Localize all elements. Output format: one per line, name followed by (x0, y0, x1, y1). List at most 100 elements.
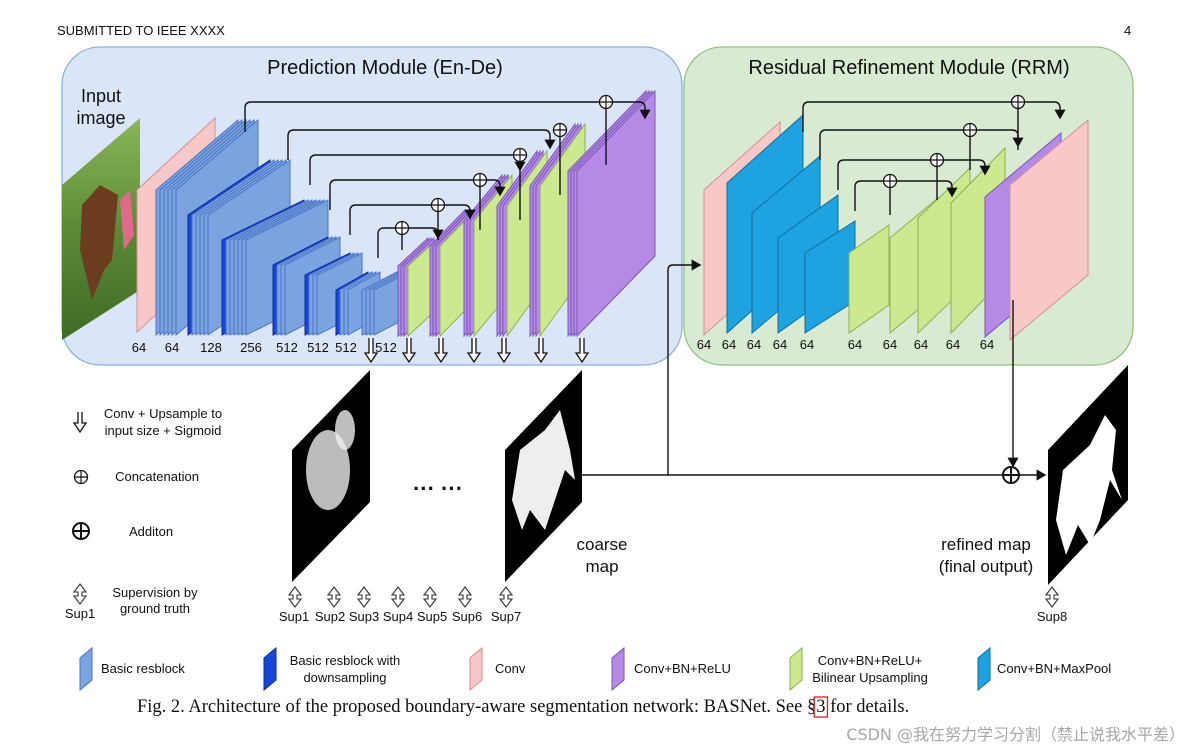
rrm-skip-connection (802, 101, 1066, 132)
caption-ref-link[interactable]: 3 (816, 697, 825, 717)
legend-upsample-line1: Conv + Upsample to (104, 406, 222, 421)
channel-label: 512 (276, 340, 298, 355)
concat-icon-cross (513, 148, 527, 162)
channel-label: 64 (773, 337, 787, 352)
legend-swatch-icon (469, 646, 483, 692)
channel-label: 128 (200, 340, 222, 355)
supervision-arrow (498, 586, 514, 608)
skip-connection (244, 101, 651, 132)
header-title: SUBMITTED TO IEEE XXXX (57, 23, 225, 38)
rrm-pool-layer (804, 220, 856, 334)
sup-label: Sup6 (452, 609, 482, 624)
caption-text: Fig. 2. Architecture of the proposed bou… (137, 697, 816, 717)
side-output-arrow (533, 338, 549, 364)
side-output-arrow (466, 338, 482, 364)
legend-sup-line1: Supervision by (112, 585, 198, 600)
channel-label: 64 (800, 337, 814, 352)
coarse-to-rrm-line (667, 259, 702, 475)
skip-connection (349, 204, 476, 235)
channel-label: 64 (883, 337, 897, 352)
legend-label: Conv+BN+ReLU+ (818, 653, 922, 668)
legend-label: Basic resblock (101, 661, 185, 676)
channel-label: 512 (335, 340, 357, 355)
channel-label: 512 (307, 340, 329, 355)
legend-label: Conv (495, 661, 526, 676)
legend-label: Conv+BN+MaxPool (997, 661, 1111, 676)
rrm-conv-layer (1009, 118, 1089, 342)
skip-connection (329, 179, 506, 210)
concat-icon-cross (1011, 95, 1025, 109)
side-output-arrow (401, 338, 417, 364)
legend-swatch-icon (977, 646, 991, 692)
channel-label: 512 (375, 340, 397, 355)
input-image-girl (120, 190, 134, 250)
channel-label: 64 (980, 337, 994, 352)
sup1-blob (335, 410, 355, 450)
side-output-arrow (574, 338, 590, 364)
legend-swatch-icon (79, 646, 93, 692)
channel-label: 256 (240, 340, 262, 355)
rrm-skip-connection (837, 159, 991, 190)
channel-label: 64 (722, 337, 736, 352)
watermark: CSDN @我在努力学习分割（禁止说我水平差） (846, 725, 1185, 744)
side-output-arrow (433, 338, 449, 364)
supervision-arrow (356, 586, 372, 608)
ellipsis: ··· ··· (413, 476, 463, 501)
legend-upsample-icon (72, 412, 88, 434)
legend-label: Conv+BN+ReLU (634, 661, 731, 676)
legend-swatch-icon (611, 646, 625, 692)
concat-icon-cross (553, 123, 567, 137)
channel-label: 64 (946, 337, 960, 352)
legend-supervision-icon (72, 583, 88, 605)
legend-label: Bilinear Upsampling (812, 670, 928, 685)
coarse-map-blob (512, 410, 575, 530)
coarse-map-label-1: coarse (576, 535, 627, 554)
rrm-upsample-layer (848, 224, 890, 334)
concat-icon-cross (473, 173, 487, 187)
concat-icon-cross (395, 221, 409, 235)
concat-icon-cross (930, 153, 944, 167)
channel-label: 64 (914, 337, 928, 352)
side-output-arrow (363, 338, 379, 364)
sup1-blob (306, 430, 350, 510)
figure-caption: Fig. 2. Architecture of the proposed bou… (137, 697, 909, 717)
addition-icon-cross (1003, 467, 1019, 483)
concat-icon-cross (963, 123, 977, 137)
channel-label: 64 (165, 340, 179, 355)
channel-label: 64 (132, 340, 146, 355)
prediction-module-title: Prediction Module (En-De) (267, 57, 503, 79)
supervision-arrow (287, 586, 303, 608)
caption-text-end: for details. (825, 697, 909, 717)
legend-concat-icon-cross (74, 470, 88, 484)
legend-swatch-icon (263, 646, 277, 692)
coarse-map-label-2: map (585, 557, 618, 576)
supervision-arrow (422, 586, 438, 608)
channel-label: 64 (747, 337, 761, 352)
channel-label: 64 (848, 337, 862, 352)
sup-label: Sup1 (279, 609, 309, 624)
legend-upsample-line2: input size + Sigmoid (105, 423, 222, 438)
rrm-skip-connection (854, 180, 958, 211)
rrm-title: Residual Refinement Module (RRM) (748, 57, 1069, 79)
sup-label: Sup7 (491, 609, 521, 624)
rrm-skip-connection (819, 129, 1024, 160)
legend-addition-label: Additon (129, 524, 173, 539)
side-output-arrow (496, 338, 512, 364)
supervision-arrow (1044, 586, 1060, 608)
refined-map-label-2: (final output) (939, 557, 1034, 576)
legend-addition-icon-cross (73, 523, 89, 539)
concat-icon-cross (431, 198, 445, 212)
supervision-arrow (457, 586, 473, 608)
legend-label: downsampling (303, 670, 386, 685)
legend-concat-label: Concatenation (115, 469, 199, 484)
supervision-arrow (326, 586, 342, 608)
legend-sup-icon-label: Sup1 (65, 606, 95, 621)
sup-label: Sup5 (417, 609, 447, 624)
legend-sup-line2: ground truth (120, 601, 190, 616)
legend-label: Basic resblock with (290, 653, 401, 668)
input-label-line1: Input (81, 86, 121, 106)
skip-connection (287, 129, 556, 160)
channel-label: 64 (697, 337, 711, 352)
page-number: 4 (1124, 23, 1131, 38)
